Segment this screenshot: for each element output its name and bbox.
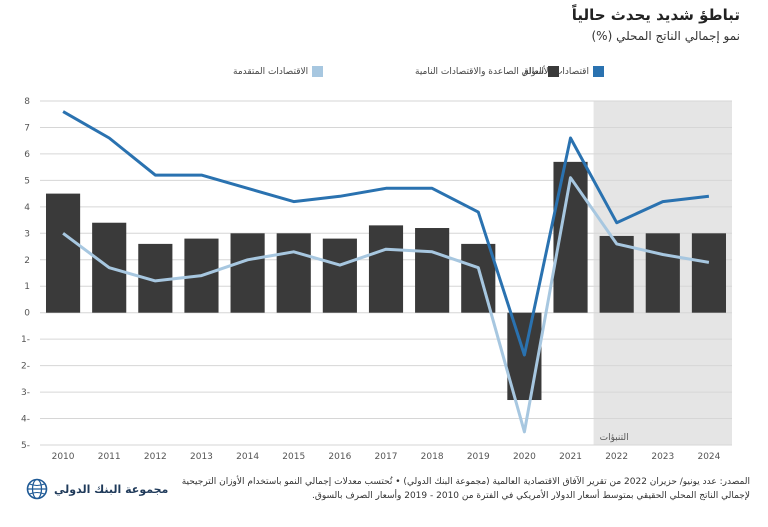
legend-label-emerging: اقتصادات الأسواق الصاعدة والاقتصادات الن… <box>415 66 589 77</box>
legend-swatch-world <box>548 66 560 77</box>
y-tick-label: 6 <box>24 150 30 160</box>
x-tick-label: 2022 <box>605 452 628 462</box>
legend-item-world[interactable]: العالم <box>523 66 560 77</box>
y-tick-label: 7 <box>24 123 30 133</box>
x-tick-label: 2012 <box>144 452 167 462</box>
source-line-2: لإجمالي الناتج المحلي الحقيقي بمتوسط أسع… <box>311 491 750 501</box>
bar-world <box>45 193 81 313</box>
world-bank-logo[interactable]: مجموعة البنك الدولي <box>26 478 168 500</box>
x-tick-label: 2011 <box>98 452 121 462</box>
bar-world <box>599 235 634 313</box>
source-line-1: المصدر: عدد يونيو/ حزيران 2022 من تقرير … <box>181 477 750 487</box>
y-tick-label: 3- <box>21 388 30 398</box>
y-tick-label: 1 <box>24 282 30 292</box>
bar-world <box>230 233 265 313</box>
y-tick-label: 0 <box>24 309 30 319</box>
x-tick-label: 2020 <box>513 452 536 462</box>
legend-item-emerging[interactable]: اقتصادات الأسواق الصاعدة والاقتصادات الن… <box>415 66 604 77</box>
legend-label-advanced: الاقتصادات المتقدمة <box>233 66 309 77</box>
y-tick-label: 2 <box>24 256 30 266</box>
line-emerging <box>62 110 710 357</box>
x-tick-label: 2018 <box>421 452 444 462</box>
legend-item-advanced[interactable]: الاقتصادات المتقدمة <box>233 66 324 77</box>
y-tick-label: 1- <box>21 335 30 345</box>
y-tick-label: 5- <box>21 441 30 451</box>
x-tick-label: 2021 <box>559 452 582 462</box>
x-tick-label: 2016 <box>328 452 351 462</box>
legend-swatch-emerging <box>592 66 604 77</box>
x-tick-label: 2013 <box>190 452 213 462</box>
x-tick-label: 2010 <box>52 452 75 462</box>
globe-icon <box>26 478 48 500</box>
x-tick-label: 2023 <box>651 452 674 462</box>
bar-world <box>368 225 404 313</box>
bar-world <box>276 233 311 313</box>
bar-world <box>461 243 496 313</box>
bar-world <box>645 233 680 313</box>
legend-label-world: العالم <box>523 66 545 77</box>
gdp-growth-chart: التنبؤات 8 7 6 5 4 3 2 1 0 1- 2- 3- 4- 5- 2010 2011 2012 2… <box>21 97 732 462</box>
bar-world <box>691 233 727 313</box>
x-tick-label: 2024 <box>697 452 720 462</box>
legend: الاقتصادات المتقدمة اقتصادات الأسواق الص… <box>0 66 768 84</box>
y-tick-label: 8 <box>24 97 30 107</box>
y-tick-label: 4 <box>24 203 30 213</box>
x-tick-label: 2019 <box>467 452 490 462</box>
y-tick-label: 3 <box>24 229 30 239</box>
y-tick-label: 4- <box>21 415 30 425</box>
x-tick-label: 2015 <box>282 452 305 462</box>
legend-swatch-advanced <box>312 66 324 77</box>
page-subtitle: نمو إجمالي الناتج المحلي (%) <box>591 29 740 43</box>
bar-world <box>322 238 357 313</box>
source-note: المصدر: عدد يونيو/ حزيران 2022 من تقرير … <box>160 475 750 503</box>
line-advanced <box>62 176 710 434</box>
bar-world <box>415 228 450 313</box>
y-tick-label: 5 <box>24 176 30 186</box>
page-title: تباطؤ شديد يحدث حالياً <box>571 6 740 24</box>
forecast-label: التنبؤات <box>600 433 629 443</box>
logo-text: مجموعة البنك الدولي <box>54 482 169 496</box>
x-tick-label: 2017 <box>375 452 398 462</box>
y-tick-label: 2- <box>21 362 30 372</box>
x-tick-label: 2014 <box>236 452 259 462</box>
